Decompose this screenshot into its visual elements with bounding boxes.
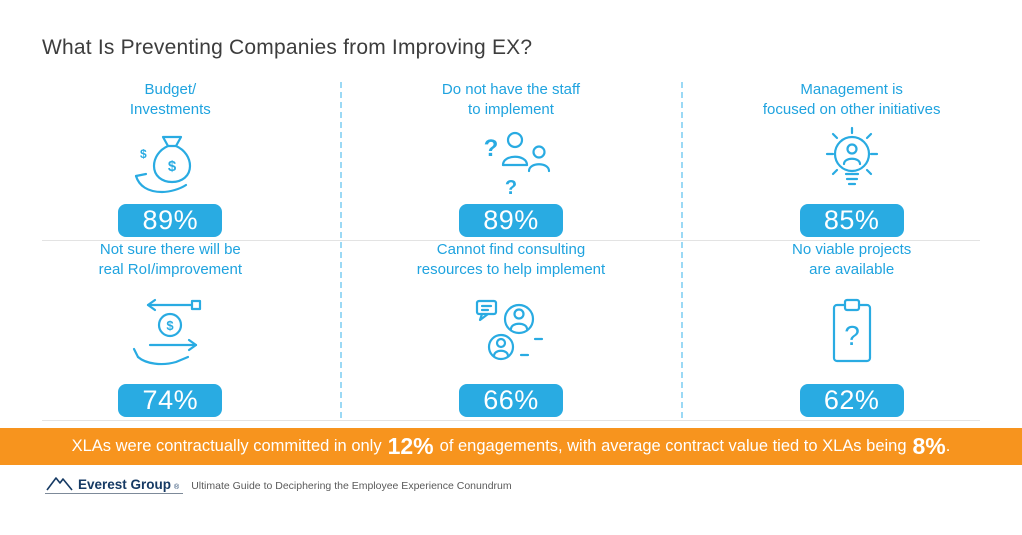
percentage-badge: 85% (799, 204, 904, 237)
column-divider (340, 82, 342, 418)
everest-group-logo: Everest Group ® (45, 475, 184, 494)
hand-coin-arrows-icon: $ (133, 298, 202, 365)
footer: Everest Group ® Ultimate Guide to Deciphe… (45, 475, 512, 494)
consulting-people-icon (475, 299, 544, 360)
reasons-grid: Budget/ Investments $ $ 89% Do not have … (0, 80, 1022, 420)
percentage-badge: 89% (118, 204, 223, 237)
svg-text:$: $ (168, 158, 177, 175)
banner-text-3: . (945, 437, 951, 455)
row-divider (42, 240, 980, 241)
clipboard-question-icon: ? (832, 298, 871, 362)
category-card-staff: Do not have the staff to implement ? ? 8… (341, 80, 682, 240)
mountain-peak-icon (46, 477, 73, 491)
category-label: Management is focused on other initiativ… (762, 81, 941, 118)
money-bag-icon: $ $ (135, 135, 192, 193)
category-label: Do not have the staff to implement (441, 81, 581, 118)
svg-text:?: ? (844, 320, 860, 351)
page-title: What Is Preventing Companies from Improv… (42, 36, 533, 59)
category-card-projects: No viable projects are available ? 62% (681, 240, 1022, 420)
registered-mark: ® (174, 484, 180, 491)
percentage-badge: 89% (458, 204, 563, 237)
column-divider (681, 82, 683, 418)
category-label: Cannot find consulting resources to help… (416, 241, 606, 278)
svg-text:$: $ (140, 147, 147, 161)
percentage-badge: 66% (458, 384, 563, 417)
banner-text-1: XLAs were contractually committed in onl… (71, 437, 382, 455)
category-card-consulting: Cannot find consulting resources to help… (341, 240, 682, 420)
category-label: Not sure there will be real RoI/improvem… (98, 241, 243, 278)
row-divider (42, 420, 980, 421)
percentage-badge: 62% (799, 384, 904, 417)
category-label: Budget/ Investments (129, 81, 211, 118)
lightbulb-person-icon (825, 126, 878, 185)
category-card-budget: Budget/ Investments $ $ 89% (0, 80, 341, 240)
category-label: No viable projects are available (792, 241, 912, 278)
category-card-roi: Not sure there will be real RoI/improvem… (0, 240, 341, 420)
staff-people-question-icon: ? ? (484, 131, 551, 198)
svg-text:?: ? (505, 177, 517, 198)
banner-stat-8: 8% (912, 433, 946, 459)
footer-tagline: Ultimate Guide to Deciphering the Employ… (191, 479, 512, 492)
svg-text:?: ? (484, 135, 499, 162)
brand-name: Everest Group (78, 476, 172, 492)
banner-text-2: of engagements, with average contract va… (439, 437, 907, 455)
svg-text:$: $ (167, 318, 175, 333)
category-card-management: Management is focused on other initiativ… (681, 80, 1022, 240)
xla-stat-banner: XLAs were contractually committed in onl… (0, 428, 1022, 465)
banner-stat-12: 12% (387, 433, 434, 459)
percentage-badge: 74% (118, 384, 223, 417)
